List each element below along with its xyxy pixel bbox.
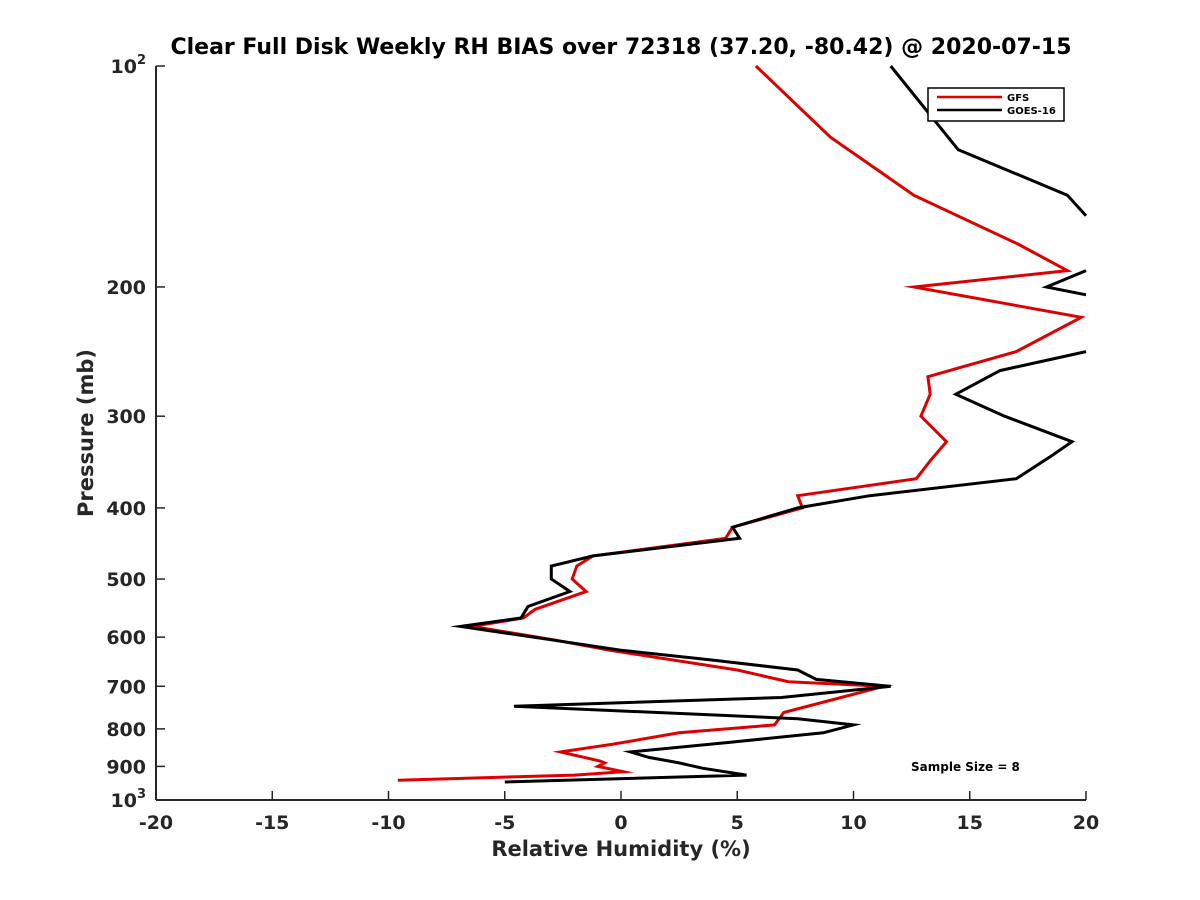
y-tick-label: 500 xyxy=(106,569,146,591)
y-tick-label: 400 xyxy=(106,498,146,520)
x-tick-label: -10 xyxy=(371,812,405,834)
x-tick-label: 15 xyxy=(957,812,983,834)
y-axis-label: Pressure (mb) xyxy=(74,349,98,517)
legend-label-goes16: GOES-16 xyxy=(1007,106,1056,117)
x-ticks: -20 -15 -10 -5 0 5 10 15 20 xyxy=(139,791,1099,834)
legend-label-gfs: GFS xyxy=(1007,93,1029,104)
x-tick-label: -20 xyxy=(139,812,173,834)
y-tick-label: 200 xyxy=(106,277,146,299)
series-line-goes16 xyxy=(450,65,1088,784)
x-tick-label: 5 xyxy=(731,812,744,834)
x-tick-label: -15 xyxy=(255,812,289,834)
y-tick-label: 800 xyxy=(106,719,146,741)
y-tick-label: 900 xyxy=(106,756,146,778)
series-lines xyxy=(397,64,1088,784)
x-tick-label: 10 xyxy=(840,812,866,834)
chart-title: Clear Full Disk Weekly RH BIAS over 7231… xyxy=(170,35,1071,60)
y-tick-label: 600 xyxy=(106,627,146,649)
x-tick-label: 0 xyxy=(614,812,627,834)
y-tick-label: 700 xyxy=(106,676,146,698)
plot-area: -20 -15 -10 -5 0 5 10 15 20 102 200 300 400 500 600 70… xyxy=(106,53,1099,834)
legend: GFS GOES-16 xyxy=(927,87,1065,122)
series-line-gfs xyxy=(397,64,1086,782)
y-tick-label: 300 xyxy=(106,406,146,428)
sample-size-annotation: Sample Size = 8 xyxy=(911,760,1020,774)
legend-box xyxy=(927,87,1065,122)
x-axis-label: Relative Humidity (%) xyxy=(491,837,750,861)
y-tick-label: 102 xyxy=(111,53,147,78)
y-ticks: 102 200 300 400 500 600 700 800 900 103 xyxy=(106,53,165,812)
y-tick-label: 103 xyxy=(111,787,147,812)
x-tick-label: 20 xyxy=(1073,812,1099,834)
x-tick-label: -5 xyxy=(494,812,515,834)
